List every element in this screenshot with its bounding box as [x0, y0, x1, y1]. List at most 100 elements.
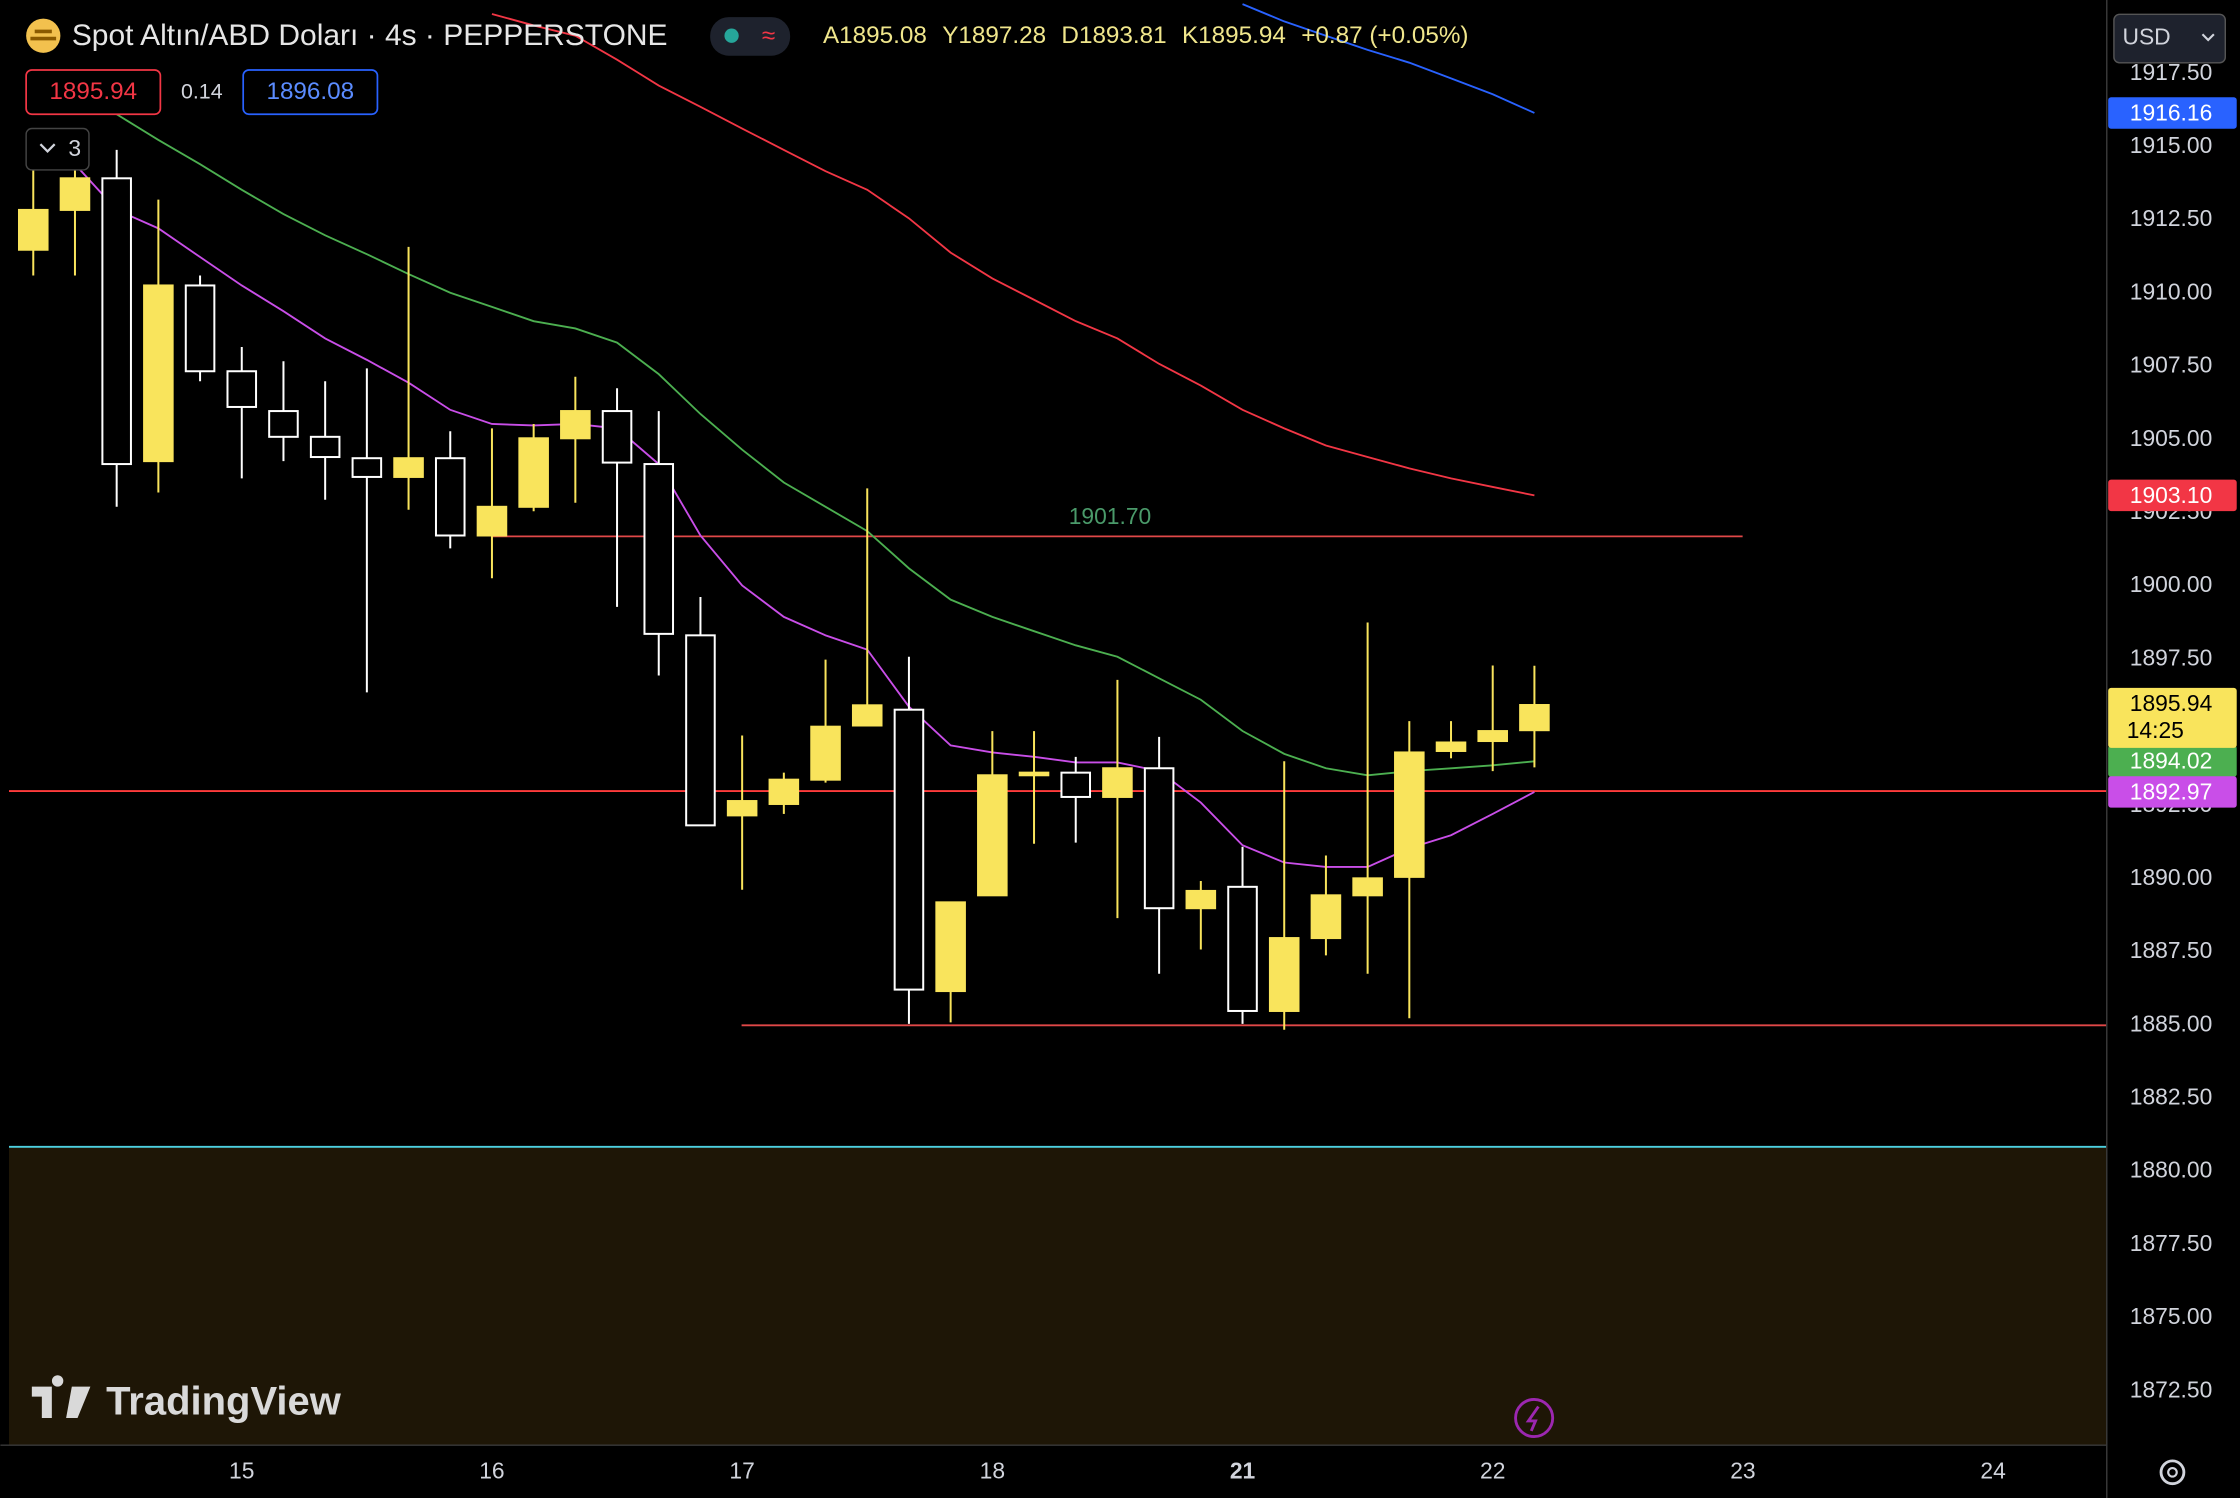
- status-icon: ≈: [762, 23, 775, 50]
- countdown: 14:25: [2127, 717, 2184, 743]
- y-tick-label: 1907.50: [2130, 352, 2213, 378]
- alert-icon[interactable]: [1514, 1398, 1555, 1439]
- candle-body: [518, 437, 549, 508]
- spread: 0.14: [181, 79, 223, 103]
- last-price-label: 1895.94: [2130, 690, 2213, 716]
- price-tag-label: 1894.02: [2130, 748, 2213, 774]
- y-tick-label: 1910.00: [2130, 278, 2213, 304]
- x-axis: 15 16 17 18 21 22 23 24: [229, 1457, 2006, 1483]
- y-tick-label: 1872.50: [2130, 1376, 2213, 1402]
- y-tick-label: 1900.00: [2130, 571, 2213, 597]
- candle-body: [226, 370, 258, 408]
- candle-body: [726, 800, 758, 817]
- x-tick-label: 15: [229, 1457, 254, 1483]
- moving-average: [32, 70, 1535, 777]
- x-tick-label: 17: [729, 1457, 754, 1483]
- candle-body: [977, 774, 1008, 897]
- candle-body: [1227, 885, 1258, 1012]
- buy-price[interactable]: 1896.08: [266, 78, 354, 105]
- symbol-icon-mark: [30, 29, 57, 41]
- y-tick-label: 1890.00: [2130, 864, 2213, 890]
- chevron: [39, 143, 56, 153]
- candle-body: [1352, 877, 1383, 897]
- y-tick-label: 1875.00: [2130, 1303, 2213, 1329]
- ohlc-value: 1895.08: [839, 23, 927, 50]
- ohlc-value: 1895.94: [1198, 23, 1286, 50]
- currency[interactable]: USD: [2122, 24, 2170, 50]
- ohlc-value: 1893.81: [1079, 23, 1167, 50]
- buy-button[interactable]: [242, 69, 379, 116]
- price-tag: [2108, 479, 2237, 512]
- chart-title: Spot Altın/ABD Doları · 4s · PEPPERSTONE: [72, 19, 668, 52]
- y-tick-label: 1877.50: [2130, 1230, 2213, 1256]
- indicator-count[interactable]: 3: [68, 135, 81, 161]
- candle-body: [1394, 751, 1425, 878]
- ohlc-label: D: [1061, 23, 1079, 50]
- y-tick-label: 1912.50: [2130, 205, 2213, 231]
- status-dot: [724, 28, 739, 43]
- ohlc: A1895.08 Y1897.28 D1893.81 K1895.94 +0.8…: [823, 23, 1469, 50]
- indicator-toggle[interactable]: [25, 127, 90, 171]
- chevron: [2201, 33, 2215, 42]
- candle-body: [935, 901, 966, 993]
- ohlc-label: Y: [942, 23, 958, 50]
- candles: [17, 149, 1550, 1030]
- candle-body: [1310, 894, 1342, 940]
- x-tick-label: 18: [980, 1457, 1005, 1483]
- candle-body: [309, 435, 341, 459]
- candle-body: [685, 634, 716, 827]
- candle-body: [1268, 937, 1300, 1012]
- settings-icon-core: [2167, 1466, 2178, 1478]
- sell-button[interactable]: [25, 69, 162, 116]
- price-tag: [2108, 776, 2237, 808]
- zones: [8, 1146, 2107, 1446]
- price-tag-label: 1892.97: [2130, 778, 2213, 804]
- price-tag: [2108, 745, 2237, 777]
- x-tick-label: 22: [1480, 1457, 1505, 1483]
- candle-body: [101, 177, 132, 466]
- settings-icon[interactable]: [2159, 1459, 2186, 1486]
- last-price-tag: [2108, 687, 2237, 748]
- candle-body: [893, 708, 925, 991]
- y-tick-label: 1880.00: [2130, 1157, 2213, 1183]
- ohlc-label: A: [823, 23, 840, 50]
- status-pill: [710, 17, 791, 56]
- brand: TradingView: [106, 1379, 342, 1423]
- candle-body: [601, 410, 633, 464]
- price-tag: [2108, 97, 2237, 129]
- level-label: 1901.70: [1069, 503, 1152, 529]
- symbol-icon: [26, 18, 61, 53]
- x-tick-label: 23: [1730, 1457, 1755, 1483]
- moving-average: [491, 13, 1535, 497]
- y-tick-label: 1887.50: [2130, 937, 2213, 963]
- y-tick-label: 1885.00: [2130, 1010, 2213, 1036]
- moving-average: [1242, 3, 1535, 114]
- candle-body: [434, 457, 466, 537]
- price-tag-label: 1903.10: [2130, 482, 2213, 508]
- candle-body: [1185, 889, 1217, 910]
- candle-body: [268, 410, 299, 438]
- candle-body: [184, 284, 216, 373]
- candle-body: [560, 410, 591, 440]
- candle-body: [1018, 771, 1050, 777]
- currency-select[interactable]: [2113, 13, 2227, 64]
- y-tick-label: 1915.00: [2130, 132, 2213, 158]
- candle-body: [393, 457, 424, 478]
- ohlc-label: K: [1182, 23, 1198, 50]
- x-tick-label: 21: [1230, 1457, 1256, 1483]
- candle-body: [1477, 730, 1508, 743]
- y-tick-label: 1882.50: [2130, 1084, 2213, 1110]
- sell-price[interactable]: 1895.94: [49, 78, 137, 105]
- brand-logo: [31, 1375, 91, 1419]
- x-tick-label: 24: [1980, 1457, 2006, 1483]
- y-tick-label: 1897.50: [2130, 644, 2213, 670]
- candle-body: [768, 778, 800, 805]
- candle-body: [1143, 767, 1175, 910]
- price-tag-label: 1916.16: [2130, 99, 2213, 125]
- alert-bolt: [1525, 1405, 1540, 1432]
- candle-body: [17, 208, 49, 251]
